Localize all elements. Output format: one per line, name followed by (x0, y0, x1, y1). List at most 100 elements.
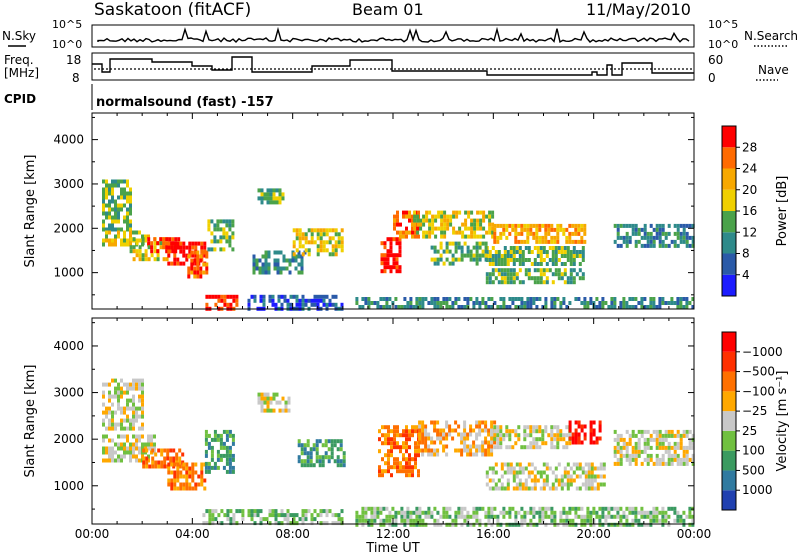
power-panel-cell (188, 245, 192, 250)
power-panel-cell (126, 199, 129, 204)
velocity-panel-cell (448, 514, 452, 519)
velocity-panel-cell (682, 510, 686, 515)
power-panel-cell (463, 297, 467, 301)
velocity-panel-cell (563, 466, 567, 471)
velocity-panel-cell (622, 522, 626, 527)
power-panel-cell (253, 298, 257, 303)
velocity-panel-cell (575, 486, 579, 491)
velocity-panel-cell (652, 429, 656, 434)
power-panel-cell (628, 305, 632, 309)
power-panel-cell (132, 257, 136, 262)
velocity-panel-cell (433, 440, 437, 445)
velocity-panel-cell (123, 446, 126, 451)
power-panel-cell (297, 250, 301, 255)
colorbar-segment (722, 430, 736, 451)
power-panel-cell (554, 246, 558, 250)
velocity-panel-cell (228, 461, 232, 466)
velocity-panel-cell (178, 456, 182, 461)
power-panel-cell (406, 301, 410, 305)
power-panel-cell (153, 241, 157, 246)
power-panel-cell (439, 245, 443, 250)
velocity-panel-cell (207, 445, 211, 450)
velocity-panel-cell (402, 457, 405, 462)
power-panel-cell (452, 226, 456, 231)
velocity-panel-cell (640, 429, 644, 434)
velocity-panel-cell (379, 522, 383, 527)
power-panel-cell (304, 236, 308, 241)
power-panel-cell (541, 239, 545, 244)
power-panel-cell (445, 257, 449, 262)
velocity-panel-cell (484, 448, 488, 453)
velocity-panel-cell (402, 433, 405, 438)
power-panel-cell (500, 268, 504, 273)
velocity-panel-cell (405, 449, 408, 454)
power-panel-cell (108, 238, 111, 243)
power-panel-cell (613, 305, 617, 309)
power-panel-cell (108, 242, 111, 247)
power-panel-cell (273, 266, 277, 271)
velocity-panel-cell (370, 518, 374, 523)
velocity-panel-cell (484, 424, 488, 429)
velocity-panel-cell (399, 445, 402, 450)
power-panel-cell (298, 240, 302, 245)
power-panel-cell (670, 297, 674, 301)
velocity-panel-cell (396, 457, 399, 462)
velocity-panel-cell (253, 521, 257, 526)
power-panel-cell (550, 297, 554, 301)
power-panel-cell (269, 188, 273, 193)
velocity-panel-cell (421, 436, 425, 441)
power-panel-cell (173, 253, 177, 258)
velocity-panel-cell (424, 440, 428, 445)
velocity-panel-cell (460, 510, 464, 515)
velocity-panel-cell (520, 506, 524, 511)
power-panel-cell (319, 298, 323, 303)
power-panel-cell (472, 253, 476, 258)
power-panel-cell (583, 227, 587, 232)
velocity-panel-cell (637, 449, 641, 454)
velocity-panel-cell (541, 441, 545, 446)
power-panel-cell (572, 276, 576, 281)
power-panel-cell (223, 302, 227, 307)
velocity-panel-cell (590, 474, 594, 479)
power-panel-cell (361, 297, 365, 301)
power-panel-cell (556, 223, 560, 228)
velocity-panel-cell (231, 437, 235, 442)
power-panel-cell (436, 261, 440, 266)
velocity-panel-cell (138, 378, 141, 383)
power-panel-cell (433, 261, 437, 266)
velocity-panel-cell (373, 514, 377, 519)
velocity-panel-cell (381, 441, 384, 446)
velocity-panel-cell (475, 448, 479, 453)
power-panel-cell (173, 257, 177, 262)
velocity-panel-cell (430, 448, 434, 453)
velocity-panel-cell (238, 509, 242, 514)
power-panel-cell (271, 294, 275, 299)
velocity-panel-cell (376, 510, 380, 515)
power-panel-cell (583, 297, 587, 301)
power-panel-cell (563, 246, 567, 250)
power-panel-cell (536, 250, 540, 254)
power-panel-cell (508, 231, 512, 236)
velocity-panel-cell (616, 461, 620, 466)
power-panel-cell (545, 280, 549, 285)
velocity-panel-cell (370, 510, 374, 515)
velocity-panel-cell (661, 457, 665, 462)
velocity-panel-cell (297, 455, 301, 460)
power-panel-cell (415, 297, 419, 301)
power-panel-cell (479, 218, 483, 223)
velocity-panel-cell (213, 429, 217, 434)
power-panel-cell (398, 245, 402, 250)
power-panel-cell (667, 243, 671, 248)
power-panel-cell (102, 199, 105, 204)
power-panel-cell (517, 297, 521, 301)
power-panel-cell (460, 245, 464, 250)
velocity-panel-cell (390, 445, 393, 450)
power-panel-cell (213, 227, 217, 232)
power-panel-cell (395, 241, 399, 246)
velocity-panel-cell (547, 433, 551, 438)
power-panel-cell (539, 258, 543, 262)
velocity-panel-cell (554, 466, 558, 471)
power-panel-cell (301, 252, 305, 257)
power-panel-cell (470, 218, 474, 223)
velocity-panel-cell (396, 469, 399, 474)
